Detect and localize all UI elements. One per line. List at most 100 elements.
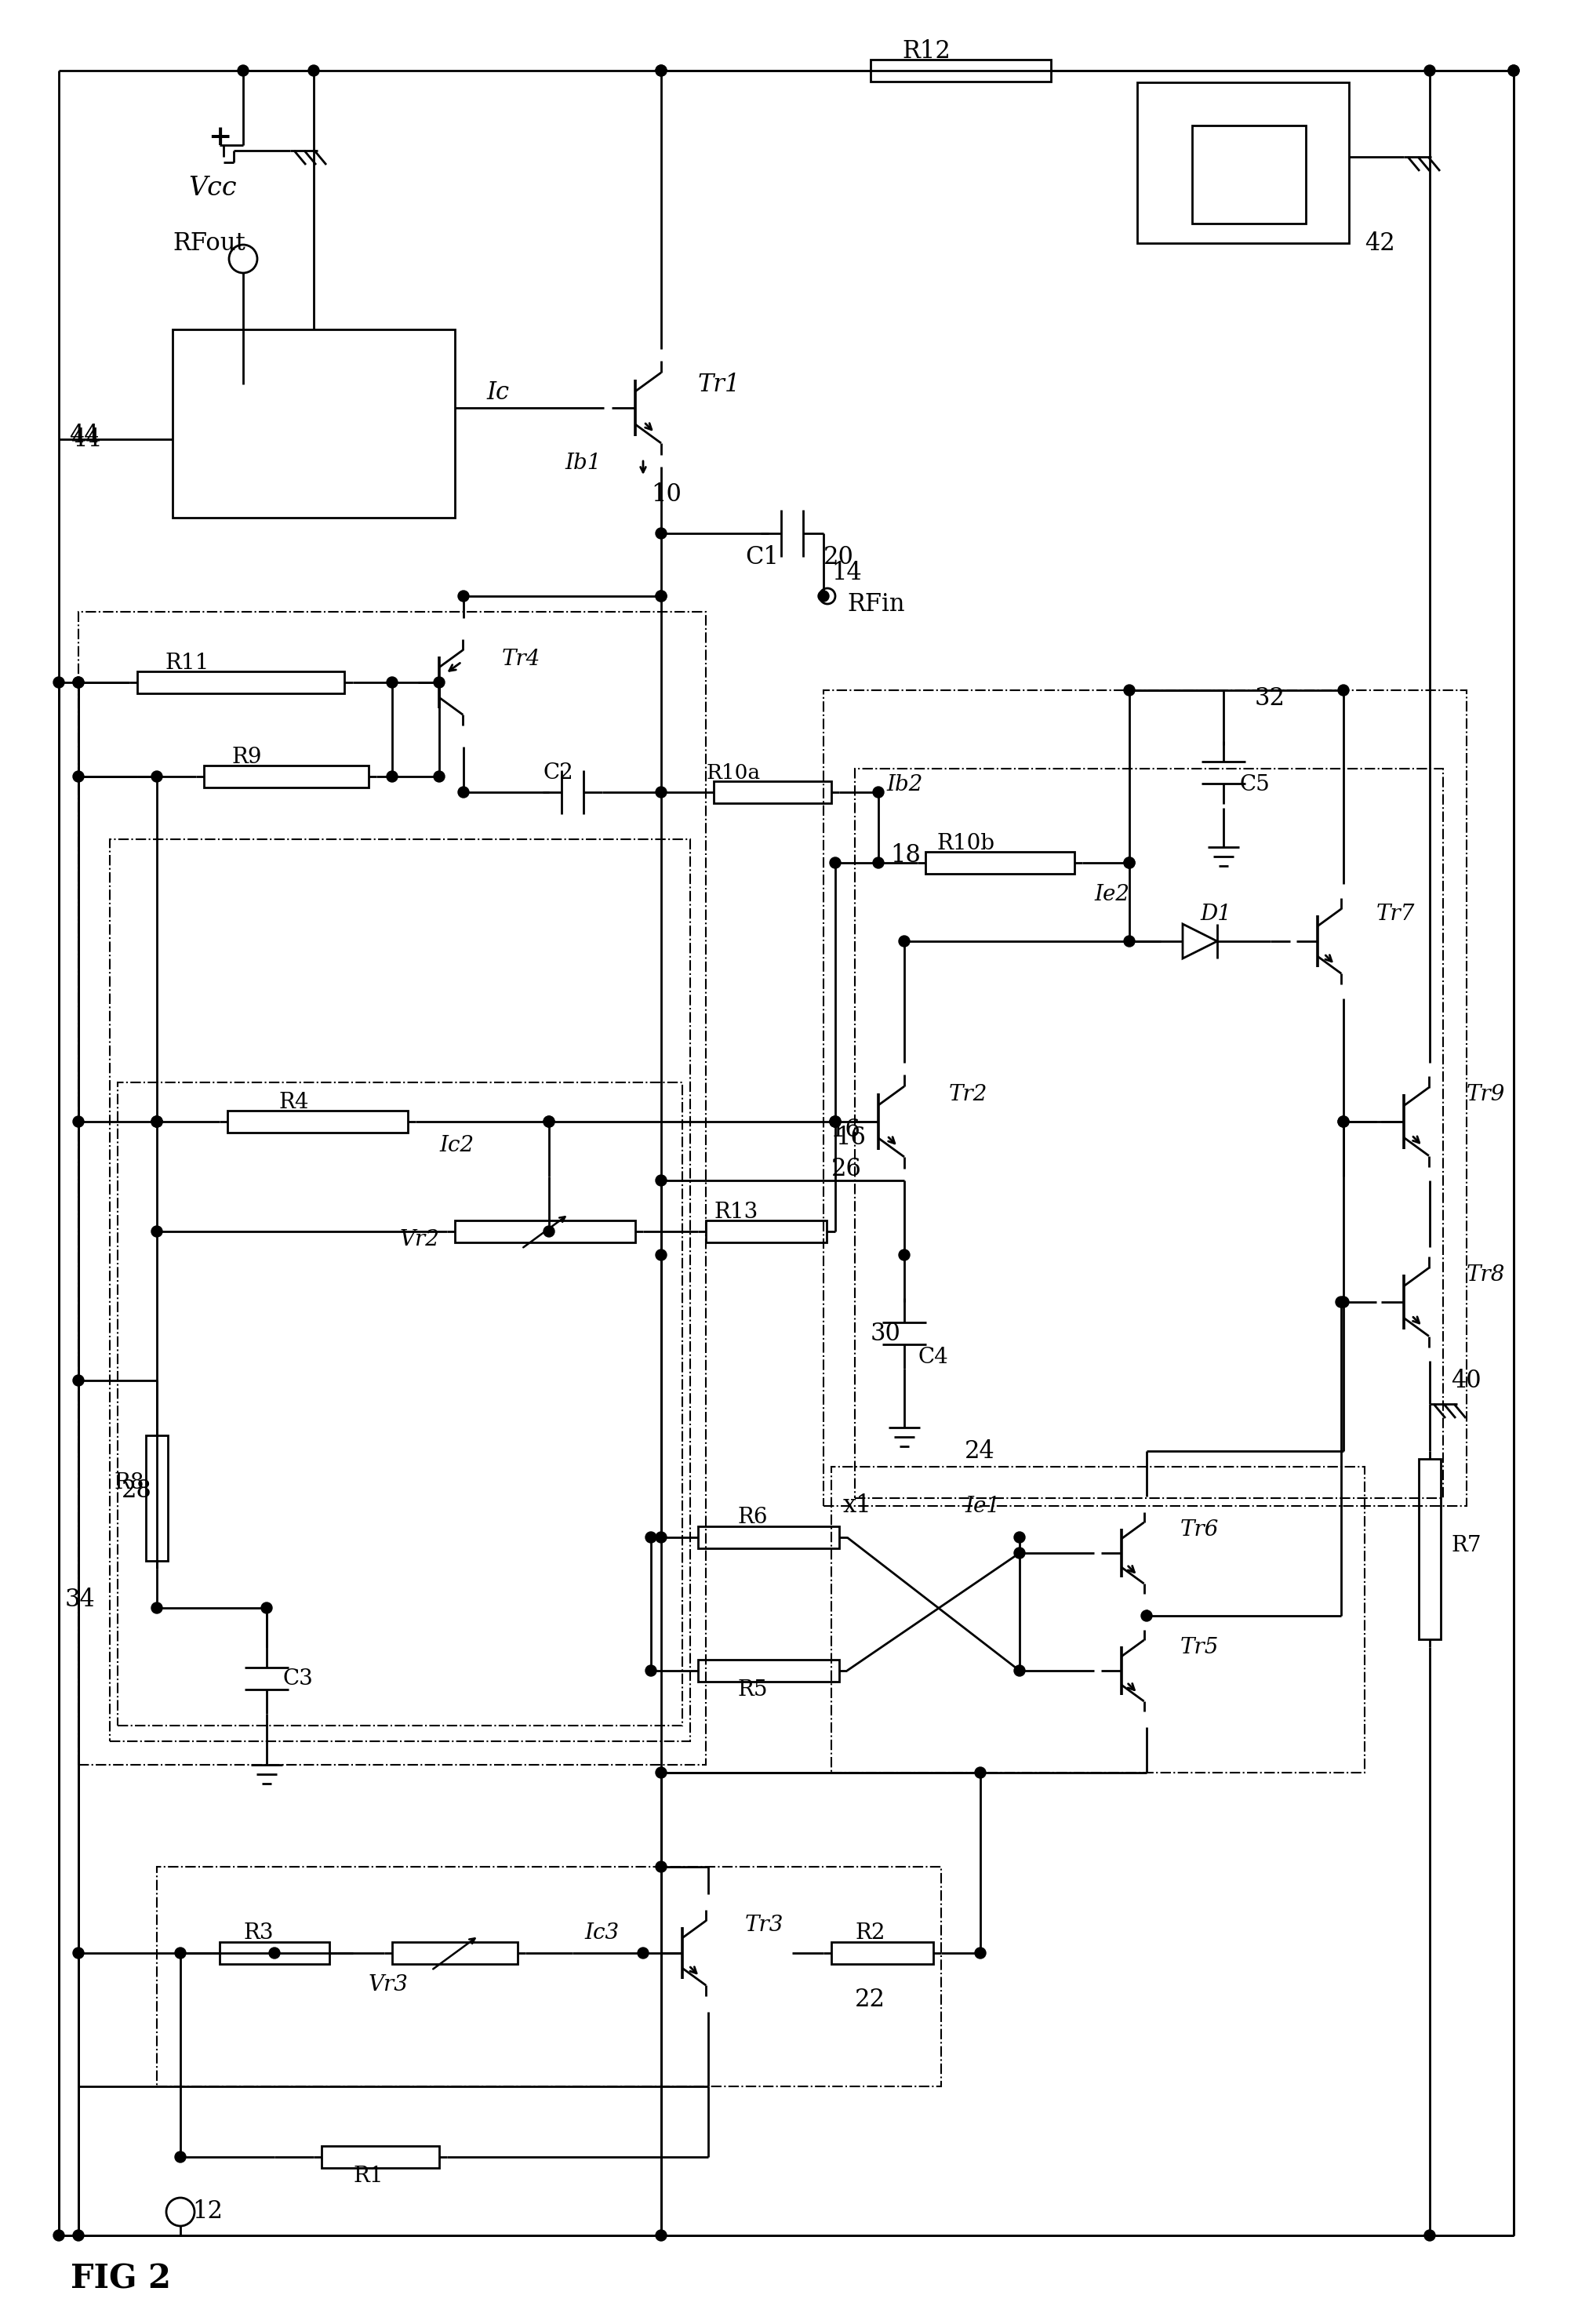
Bar <box>697 1660 839 1681</box>
Text: R6: R6 <box>737 1508 768 1529</box>
Text: Ib2: Ib2 <box>886 775 922 796</box>
Text: R1: R1 <box>353 2165 383 2186</box>
Circle shape <box>73 1116 85 1128</box>
Circle shape <box>656 786 667 798</box>
Circle shape <box>1508 65 1519 76</box>
Bar <box>705 1220 827 1243</box>
Text: 30: 30 <box>870 1321 902 1347</box>
Text: C1: C1 <box>745 544 779 570</box>
Circle shape <box>73 1949 85 1958</box>
Circle shape <box>458 786 469 798</box>
Circle shape <box>434 678 445 687</box>
Text: R5: R5 <box>737 1679 768 1702</box>
Circle shape <box>1141 1610 1152 1621</box>
Text: C3: C3 <box>282 1667 313 1688</box>
Bar <box>145 1434 168 1561</box>
Circle shape <box>638 1949 648 1958</box>
Text: R2: R2 <box>855 1923 886 1944</box>
Text: Vr2: Vr2 <box>401 1229 440 1250</box>
Bar <box>321 2147 439 2168</box>
Circle shape <box>1337 1116 1349 1128</box>
Text: 44: 44 <box>70 427 101 452</box>
Text: Ib1: Ib1 <box>565 452 602 473</box>
Circle shape <box>262 1603 273 1614</box>
Circle shape <box>386 678 397 687</box>
Bar <box>220 1942 329 1965</box>
Text: C2: C2 <box>543 761 573 784</box>
Bar <box>172 330 455 517</box>
Text: 26: 26 <box>832 1158 862 1181</box>
Bar <box>1192 125 1306 224</box>
Text: C4: C4 <box>918 1347 948 1367</box>
Text: 24: 24 <box>964 1439 994 1464</box>
Text: R9: R9 <box>231 747 262 768</box>
Circle shape <box>1013 1665 1025 1676</box>
Circle shape <box>830 1116 841 1128</box>
Circle shape <box>53 2230 64 2241</box>
Text: Vr3: Vr3 <box>369 1974 409 1995</box>
Text: 10: 10 <box>651 482 681 507</box>
Circle shape <box>434 770 445 782</box>
Circle shape <box>238 65 249 76</box>
Bar <box>137 671 345 694</box>
Circle shape <box>899 936 910 948</box>
Text: Tr4: Tr4 <box>501 648 541 669</box>
Bar <box>455 1220 635 1243</box>
Text: R12: R12 <box>902 39 951 62</box>
Text: +: + <box>207 125 231 150</box>
Text: 16: 16 <box>835 1125 865 1148</box>
Text: 16: 16 <box>830 1118 860 1141</box>
Circle shape <box>1124 858 1135 869</box>
Circle shape <box>152 1227 163 1236</box>
Text: 40: 40 <box>1451 1367 1481 1393</box>
Bar <box>697 1527 839 1547</box>
Circle shape <box>544 1116 554 1128</box>
Circle shape <box>1124 858 1135 869</box>
Circle shape <box>656 65 667 76</box>
Text: Tr8: Tr8 <box>1467 1264 1505 1284</box>
Circle shape <box>1337 1116 1349 1128</box>
Circle shape <box>656 528 667 540</box>
Circle shape <box>830 1116 841 1128</box>
Circle shape <box>73 2230 85 2241</box>
Circle shape <box>656 1250 667 1261</box>
Circle shape <box>975 1949 986 1958</box>
Text: RFout: RFout <box>172 231 246 256</box>
Text: Tr6: Tr6 <box>1181 1520 1219 1540</box>
Circle shape <box>656 590 667 602</box>
Text: RFin: RFin <box>847 593 905 616</box>
Circle shape <box>1337 685 1349 696</box>
Circle shape <box>544 1227 554 1236</box>
Bar <box>832 1467 1365 1773</box>
Text: 20: 20 <box>824 544 854 570</box>
Text: R7: R7 <box>1451 1533 1481 1557</box>
Text: 44: 44 <box>69 424 99 447</box>
Text: R3: R3 <box>243 1923 273 1944</box>
Circle shape <box>152 1116 163 1128</box>
Circle shape <box>1337 1296 1349 1308</box>
Text: R4: R4 <box>278 1091 308 1111</box>
Text: x1: x1 <box>843 1494 871 1517</box>
Bar <box>926 851 1074 874</box>
Bar <box>118 1082 683 1725</box>
Bar <box>1138 83 1349 242</box>
Circle shape <box>873 786 884 798</box>
Circle shape <box>308 65 319 76</box>
Circle shape <box>873 858 884 869</box>
Circle shape <box>1336 1296 1347 1308</box>
Text: Ie2: Ie2 <box>1095 883 1130 904</box>
Circle shape <box>53 678 64 687</box>
Circle shape <box>152 770 163 782</box>
Circle shape <box>819 590 828 602</box>
Text: 42: 42 <box>1365 231 1395 256</box>
Text: D1: D1 <box>1200 904 1231 925</box>
Circle shape <box>645 1531 656 1543</box>
Text: R8: R8 <box>113 1471 144 1492</box>
Text: 34: 34 <box>65 1589 96 1612</box>
Circle shape <box>152 1116 163 1128</box>
Text: Ie1: Ie1 <box>964 1494 1001 1517</box>
Text: Ic3: Ic3 <box>584 1923 619 1944</box>
Text: 18: 18 <box>891 842 921 867</box>
Bar <box>1419 1460 1441 1640</box>
Circle shape <box>830 1116 841 1128</box>
